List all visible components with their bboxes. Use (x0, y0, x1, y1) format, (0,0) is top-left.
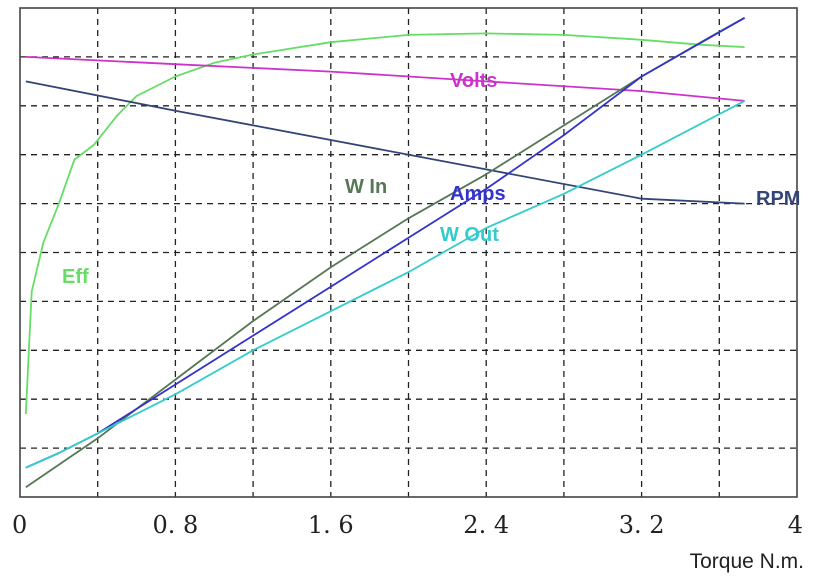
series-label-eff: Eff (62, 266, 89, 288)
series-lines (24, 17, 746, 488)
x-tick-label: 2. 4 (463, 511, 509, 539)
x-axis-title: Torque N.m. (690, 550, 804, 573)
series-line-volts (25, 56, 745, 102)
series-label-w-in: W In (345, 176, 387, 198)
series-line-w-out (25, 100, 746, 469)
series-label-w-out: W Out (440, 224, 499, 246)
x-tick-label: 3. 2 (619, 511, 665, 539)
series-label-rpm: RPM (756, 188, 800, 210)
x-tick-label: 0. 8 (153, 511, 199, 539)
series-line-rpm (25, 80, 745, 205)
series-line-eff (24, 32, 745, 414)
series-labels: Eff Volts RPM W In Amps W Out (62, 70, 800, 288)
plot-frame (19, 7, 798, 498)
series-label-amps: Amps (450, 183, 506, 205)
x-tick-label: 1. 6 (308, 511, 354, 539)
x-tick-label: 0 (12, 511, 27, 539)
x-tick-labels: 0 0. 8 1. 6 2. 4 3. 2 4 (12, 511, 803, 539)
series-label-volts: Volts (450, 70, 497, 92)
x-tick-label: 4 (788, 511, 803, 539)
